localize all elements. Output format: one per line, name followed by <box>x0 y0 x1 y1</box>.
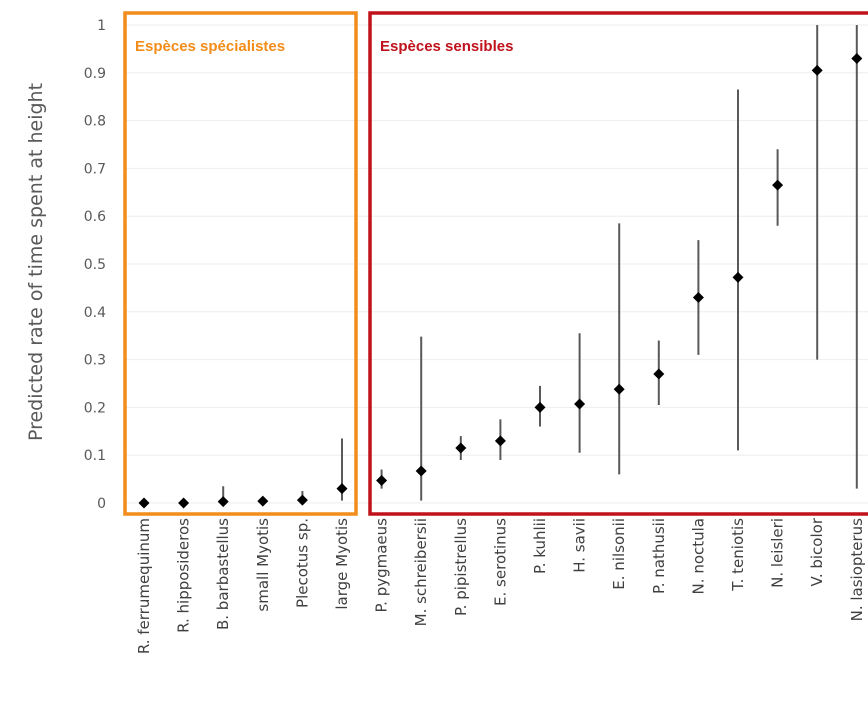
group-label-specialist: Espèces spécialistes <box>135 38 285 55</box>
data-point <box>653 368 665 380</box>
data-point <box>376 475 388 487</box>
data-point <box>336 483 348 495</box>
y-axis-ticks: 0 0.1 0.2 0.3 0.4 0.5 0.6 0.7 0.8 0.9 1 <box>84 18 106 512</box>
x-category-label: P. nathusii <box>650 518 668 594</box>
y-tick-label: 1 <box>97 18 106 34</box>
data-point <box>811 64 823 76</box>
y-tick-label: 0.7 <box>84 161 106 177</box>
data-point <box>455 442 467 454</box>
y-tick-label: 0.8 <box>84 114 106 130</box>
data-point <box>217 496 229 508</box>
data-point <box>296 494 308 506</box>
data-point <box>415 465 427 477</box>
x-category-label: E. serotinus <box>491 518 509 606</box>
group-box-sensitive <box>368 11 868 516</box>
x-category-label: N. leisleri <box>769 518 787 588</box>
group-label-sensitive: Espèces sensibles <box>380 38 513 55</box>
x-category-label: H. savii <box>571 518 589 573</box>
data-point <box>732 271 744 283</box>
y-tick-label: 0.5 <box>84 257 106 273</box>
x-category-label: Plecotus sp. <box>293 518 311 608</box>
gridlines <box>125 24 868 504</box>
x-category-label: P. pygmaeus <box>373 518 391 613</box>
group-box-specialist <box>123 11 358 516</box>
x-category-label: large Myotis <box>333 518 351 610</box>
x-category-label: B. barbastellus <box>214 518 232 630</box>
data-point <box>257 495 269 507</box>
data-points <box>138 52 863 509</box>
y-tick-label: 0.1 <box>84 448 106 464</box>
x-category-label: P. kuhlii <box>531 518 549 574</box>
data-point <box>772 179 784 191</box>
y-tick-label: 0 <box>97 496 106 512</box>
x-category-label: V. bicolor <box>808 517 826 586</box>
data-point <box>692 291 704 303</box>
y-tick-label: 0.9 <box>84 66 106 82</box>
data-point <box>494 435 506 447</box>
x-category-label: N. lasiopterus <box>848 518 866 622</box>
group-boxes: Espèces spécialistes Espèces sensibles <box>123 11 868 516</box>
y-tick-label: 0.3 <box>84 353 106 369</box>
data-point <box>178 497 190 509</box>
x-axis-categories: R. ferrumequinum R. hipposideros B. barbas… <box>135 517 866 654</box>
y-tick-label: 0.6 <box>84 209 106 225</box>
x-category-label: M. schreibersii <box>412 518 430 626</box>
x-category-label: small Myotis <box>254 518 272 612</box>
x-category-label: P. pipistrellus <box>452 518 470 616</box>
data-point <box>574 398 586 410</box>
data-point <box>851 52 863 64</box>
y-tick-label: 0.4 <box>84 305 106 321</box>
x-category-label: R. ferrumequinum <box>135 518 153 654</box>
y-tick-label: 0.2 <box>84 400 106 416</box>
y-axis-label: Predicted rate of time spent at height <box>25 83 47 441</box>
data-point <box>534 401 546 413</box>
x-category-label: E. nilsonii <box>610 518 628 590</box>
data-point <box>138 497 150 509</box>
x-category-label: N. noctula <box>689 518 707 594</box>
data-point <box>613 383 625 395</box>
x-category-label: T. teniotis <box>729 518 747 592</box>
x-category-label: R. hipposideros <box>175 518 193 633</box>
